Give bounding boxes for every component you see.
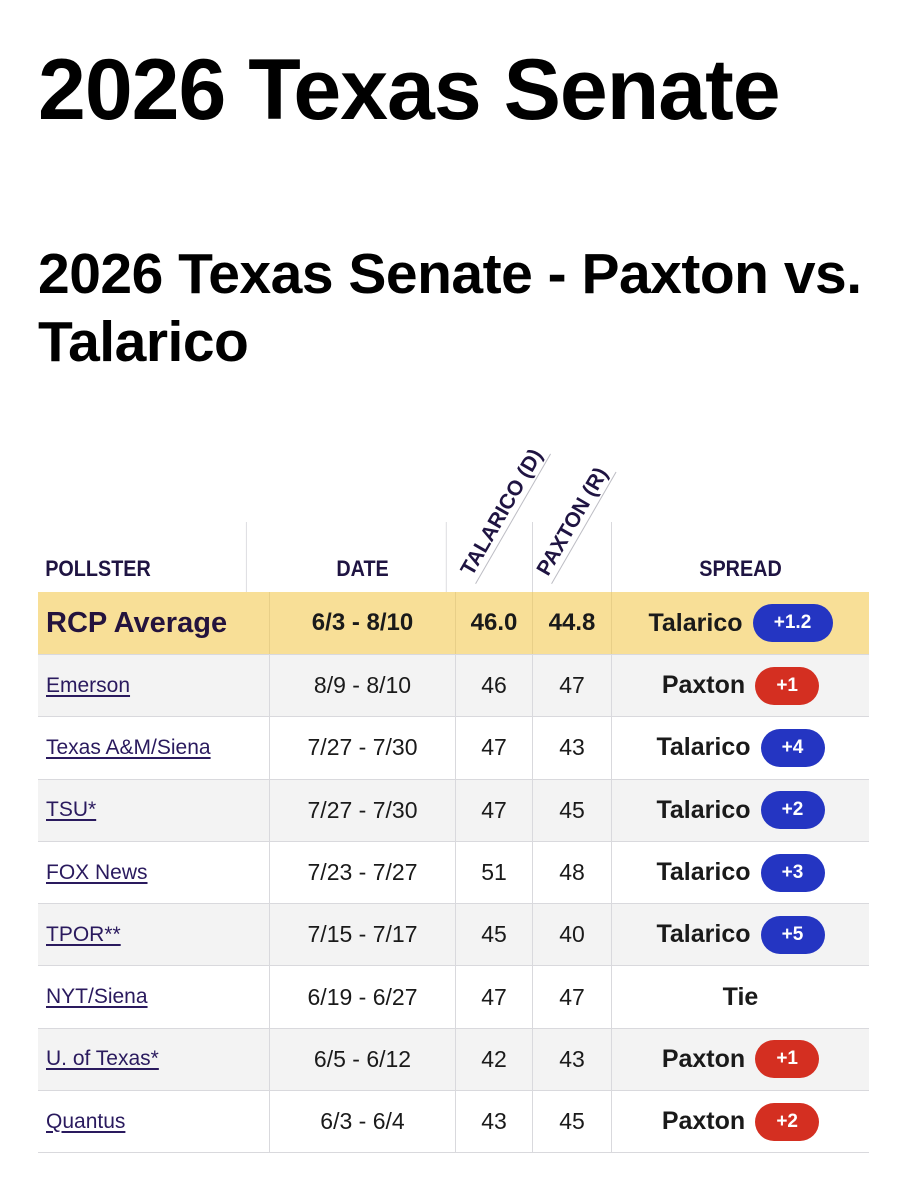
table-row: FOX News 7/23 - 7/27 51 48 Talarico +3	[38, 841, 869, 905]
talarico-cell: 46	[456, 655, 533, 717]
spread-cell: Paxton +2	[612, 1091, 869, 1152]
spread-cell: Talarico +3	[612, 842, 869, 903]
pollster-cell: NYT/Siena	[38, 966, 270, 1028]
talarico-cell: 42	[456, 1028, 533, 1091]
pollster-cell: FOX News	[38, 841, 270, 904]
date-cell: 6/19 - 6/27	[270, 966, 456, 1028]
pollster-link[interactable]: Texas A&M/Siena	[46, 735, 211, 759]
spread-badge: +4	[760, 728, 825, 767]
spread-leader: Tie	[722, 982, 759, 1011]
spread-badge: +2	[755, 1102, 820, 1141]
table-row: Texas A&M/Siena 7/27 - 7/30 47 43 Talari…	[38, 717, 869, 780]
pollster-link[interactable]: Emerson	[46, 673, 131, 697]
table-row: Emerson 8/9 - 8/10 46 47 Paxton +1	[38, 655, 869, 718]
race-subtitle: 2026 Texas Senate - Paxton vs. Talarico	[38, 242, 862, 374]
header-talarico-cell: TALARICO (D)	[454, 441, 551, 592]
average-spread: Talarico +1.2	[612, 592, 869, 654]
spread-cell: Paxton +1	[612, 1029, 869, 1090]
talarico-cell: 51	[456, 841, 533, 904]
spread-leader: Talarico	[656, 920, 751, 949]
spread-leader: Talarico	[656, 733, 751, 762]
spread-badge: +2	[760, 791, 825, 830]
spread-badge: +3	[760, 853, 825, 892]
table-header: POLLSTER DATE TALARICO (D) PAXTON (R) SP…	[38, 441, 869, 592]
pollster-cell: Texas A&M/Siena	[38, 717, 270, 779]
spread-leader: Talarico	[656, 858, 751, 887]
spread-cell: Talarico +5	[612, 904, 869, 965]
paxton-cell: 43	[533, 717, 612, 779]
table-row: U. of Texas* 6/5 - 6/12 42 43 Paxton +1	[38, 1028, 869, 1092]
talarico-cell: 47	[456, 966, 533, 1028]
date-cell: 7/15 - 7/17	[270, 904, 456, 966]
date-cell: 6/5 - 6/12	[270, 1028, 456, 1091]
pollster-link[interactable]: Quantus	[46, 1109, 126, 1133]
pollster-link[interactable]: FOX News	[46, 860, 148, 884]
poll-rows: Emerson 8/9 - 8/10 46 47 Paxton +1 Texas…	[38, 655, 869, 1154]
average-talarico: 46.0	[456, 592, 533, 654]
pollster-cell: Quantus	[38, 1091, 270, 1153]
table-row: NYT/Siena 6/19 - 6/27 47 47 Tie	[38, 966, 869, 1029]
table-row: TSU* 7/27 - 7/30 47 45 Talarico +2	[38, 779, 869, 842]
average-label: RCP Average	[38, 592, 270, 654]
average-date: 6/3 - 8/10	[270, 592, 456, 654]
paxton-cell: 45	[533, 1091, 612, 1153]
pollster-cell: TSU*	[38, 779, 270, 841]
paxton-cell: 45	[533, 779, 612, 841]
date-cell: 7/23 - 7/27	[270, 841, 456, 904]
paxton-cell: 47	[533, 655, 612, 717]
paxton-cell: 47	[533, 966, 612, 1028]
date-cell: 8/9 - 8/10	[270, 655, 456, 717]
header-date[interactable]: DATE	[279, 522, 447, 592]
date-cell: 6/3 - 6/4	[270, 1091, 456, 1153]
paxton-cell: 48	[533, 841, 612, 904]
pollster-link[interactable]: TPOR**	[46, 922, 121, 946]
spread-leader: Paxton	[661, 1044, 746, 1073]
paxton-cell: 40	[533, 904, 612, 966]
pollster-cell: Emerson	[38, 655, 270, 717]
spread-cell: Paxton +1	[612, 655, 869, 716]
header-spread[interactable]: SPREAD	[699, 556, 782, 581]
rcp-average-row: RCP Average 6/3 - 8/10 46.0 44.8 Talaric…	[38, 592, 869, 655]
table-row: Quantus 6/3 - 6/4 43 45 Paxton +2	[38, 1091, 869, 1154]
spread-leader: Talarico	[656, 795, 751, 824]
talarico-cell: 47	[456, 717, 533, 779]
spread-leader: Paxton	[661, 671, 746, 700]
spread-cell: Talarico +2	[612, 780, 869, 841]
paxton-cell: 43	[533, 1028, 612, 1091]
average-spread-leader: Talarico	[648, 608, 743, 637]
spread-badge: +1	[755, 1040, 820, 1079]
polls-table: POLLSTER DATE TALARICO (D) PAXTON (R) SP…	[38, 441, 869, 1154]
table-row: TPOR** 7/15 - 7/17 45 40 Talarico +5	[38, 904, 869, 967]
average-paxton: 44.8	[533, 592, 612, 654]
talarico-cell: 47	[456, 779, 533, 841]
spread-badge: +5	[760, 915, 825, 954]
pollster-cell: TPOR**	[38, 904, 270, 966]
talarico-cell: 43	[456, 1091, 533, 1153]
header-paxton[interactable]: PAXTON (R)	[530, 460, 617, 584]
date-cell: 7/27 - 7/30	[270, 779, 456, 841]
talarico-cell: 45	[456, 904, 533, 966]
pollster-cell: U. of Texas*	[38, 1028, 270, 1091]
header-paxton-cell: PAXTON (R)	[530, 460, 617, 592]
header-pollster[interactable]: POLLSTER	[38, 522, 247, 592]
spread-cell: Talarico +4	[612, 717, 869, 778]
spread-leader: Paxton	[661, 1107, 746, 1136]
date-cell: 7/27 - 7/30	[270, 717, 456, 779]
spread-cell: Tie	[612, 966, 869, 1027]
pollster-link[interactable]: TSU*	[46, 798, 97, 822]
pollster-link[interactable]: NYT/Siena	[46, 985, 148, 1009]
page-title: 2026 Texas Senate	[38, 42, 781, 138]
spread-badge: +1	[755, 666, 820, 705]
average-spread-badge: +1.2	[752, 604, 833, 642]
pollster-link[interactable]: U. of Texas*	[46, 1047, 159, 1071]
